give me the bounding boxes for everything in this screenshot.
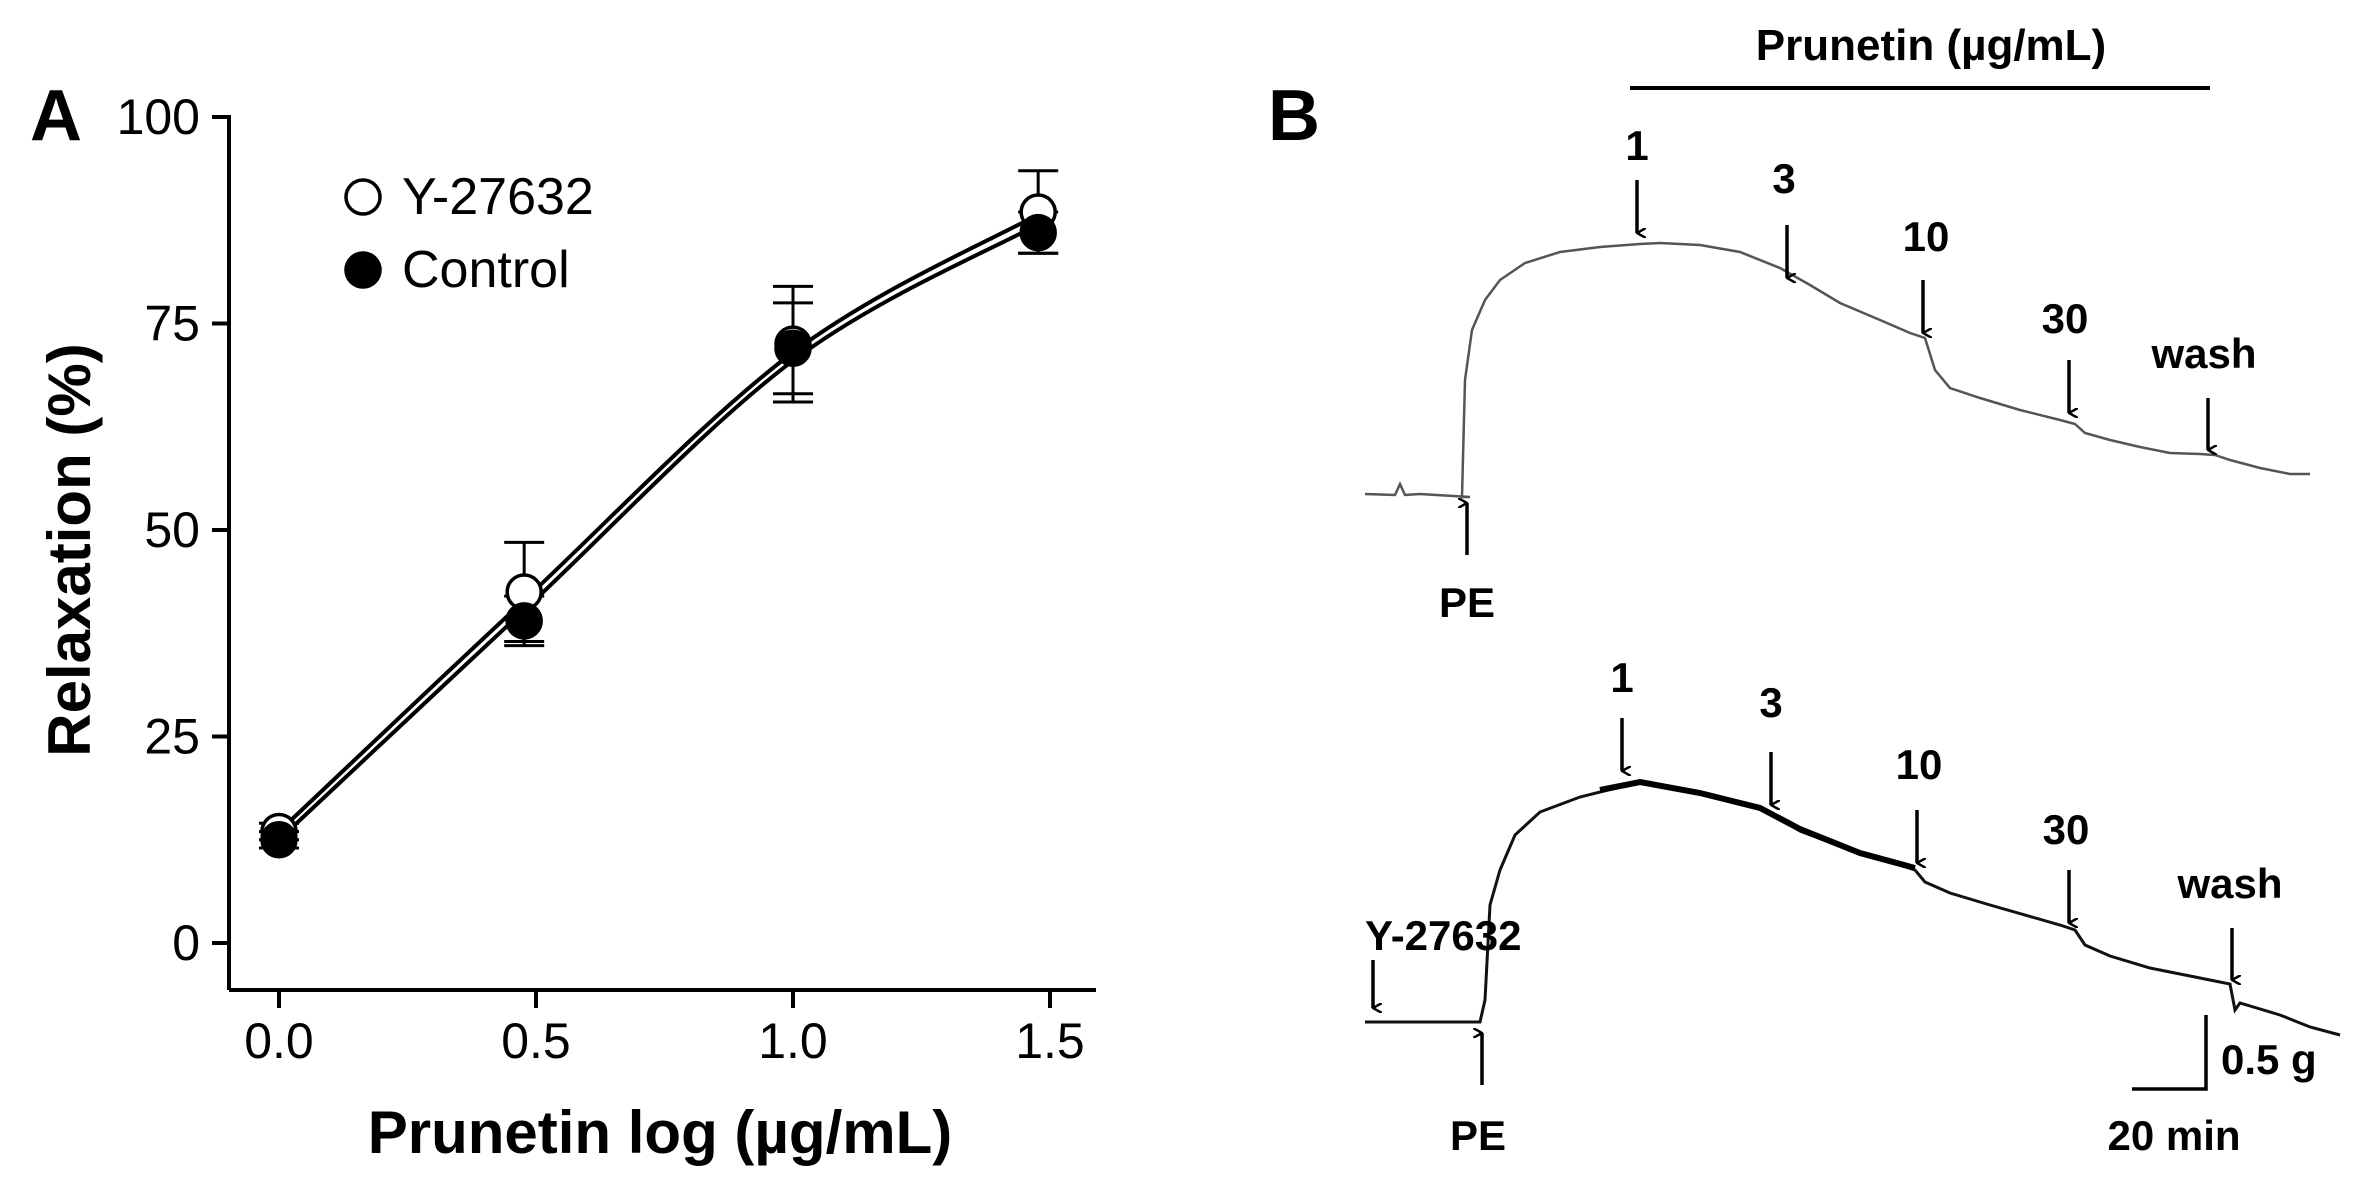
bottom-trace-noise-band <box>1599 778 1916 871</box>
bottom-dose-label-1: 1 <box>1610 654 1633 701</box>
point-control <box>260 821 298 859</box>
panel-a: A 0 25 50 75 100 0.0 0.5 1.0 1.5 Relaxation (%)… <box>30 76 1096 1166</box>
y-tick-label: 75 <box>144 296 200 352</box>
point-control <box>774 329 812 368</box>
y-tick-label: 25 <box>144 709 200 765</box>
y-tick-label: 50 <box>144 502 200 558</box>
y-tick-label: 0 <box>172 915 200 971</box>
top-tension-trace <box>1364 241 2310 499</box>
legend-label-control: Control <box>402 241 570 299</box>
x-ticks: 0.0 0.5 1.0 1.5 <box>244 990 1085 1069</box>
top-dose-label-3: 3 <box>1772 155 1795 202</box>
x-tick-label: 1.0 <box>758 1013 828 1069</box>
scale-bar: 0.5 g 20 min <box>2107 1015 2317 1159</box>
legend-open-circle-icon <box>344 178 382 216</box>
data-points <box>260 193 1057 859</box>
point-control <box>1019 213 1057 252</box>
scale-bar-vertical-label: 0.5 g <box>2221 1036 2317 1083</box>
bottom-pe-label: PE <box>1450 1112 1506 1159</box>
scale-bar-lines <box>2132 1015 2208 1091</box>
x-tick-label: 0.5 <box>501 1013 571 1069</box>
bottom-dose-markers: Y-27632 1 3 10 30 wash PE <box>1365 654 2283 1159</box>
top-dose-label-10: 10 <box>1903 213 1950 260</box>
panel-a-label: A <box>30 76 82 156</box>
legend: Y-27632 Control <box>344 168 594 299</box>
top-dose-label-wash: wash <box>2150 330 2256 377</box>
y-axis-title: Relaxation (%) <box>36 343 103 756</box>
point-control <box>505 602 543 640</box>
y-ticks: 0 25 50 75 100 <box>117 89 229 971</box>
scale-bar-horizontal-label: 20 min <box>2107 1112 2240 1159</box>
bottom-dose-label-30: 30 <box>2043 806 2090 853</box>
bottom-pretreatment-label: Y-27632 <box>1365 912 1521 959</box>
prunetin-bar-label: Prunetin (µg/mL) <box>1756 21 2106 70</box>
x-tick-label: 0.0 <box>244 1013 314 1069</box>
top-dose-label-30: 30 <box>2042 295 2089 342</box>
x-axis-title: Prunetin log (µg/mL) <box>368 1099 953 1166</box>
y-tick-label: 100 <box>117 89 200 145</box>
top-dose-label-1: 1 <box>1625 122 1648 169</box>
top-pe-label: PE <box>1439 579 1495 626</box>
fit-curve-control <box>277 222 1040 842</box>
bottom-dose-label-3: 3 <box>1759 679 1782 726</box>
legend-filled-circle-icon <box>344 251 382 289</box>
panel-b: B Prunetin (µg/mL) 1 3 10 30 wash PE Y-2… <box>1268 21 2341 1159</box>
x-tick-label: 1.5 <box>1015 1013 1085 1069</box>
fit-curve-y27632 <box>277 212 1040 833</box>
bottom-dose-label-10: 10 <box>1896 741 1943 788</box>
panel-b-label: B <box>1268 76 1320 156</box>
top-dose-markers: 1 3 10 30 wash PE <box>1439 122 2257 626</box>
fit-curves <box>277 212 1040 842</box>
legend-label-y27632: Y-27632 <box>402 168 594 226</box>
bottom-dose-label-wash: wash <box>2176 860 2282 907</box>
bottom-tension-trace <box>1365 781 2341 1037</box>
